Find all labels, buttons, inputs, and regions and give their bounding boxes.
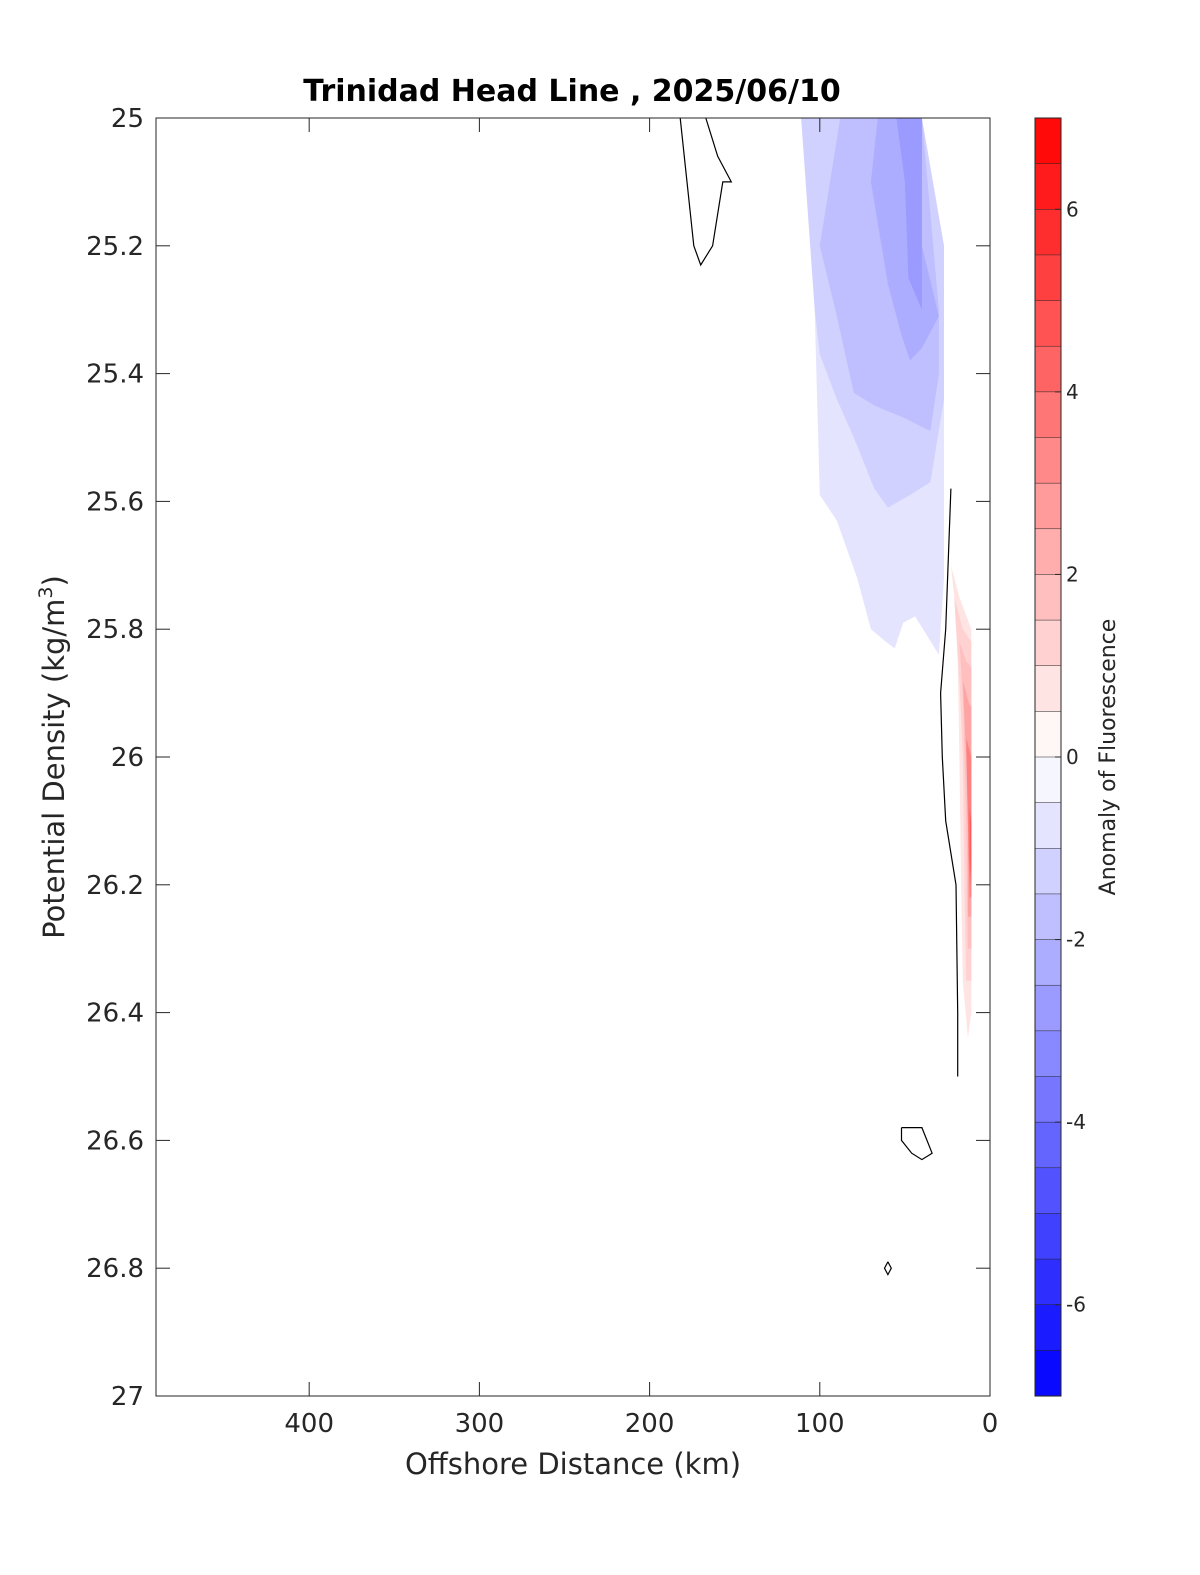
x-axis-label: Offshore Distance (km) [405,1447,741,1481]
filled-region-4 [896,118,922,310]
colorbar-block-0 [1034,117,1062,165]
colorbar-label: Anomaly of Fluorescence [1096,619,1121,896]
colorbar-tick-label: 6 [1066,197,1079,221]
colorbar-block-7 [1034,437,1062,484]
chart-title: Trinidad Head Line , 2025/06/10 [303,74,840,109]
y-tick-label: 25 [111,104,144,134]
y-tick-label: 25.6 [86,487,144,517]
y-tick-label: 25.4 [86,360,144,390]
y-axis-label-close: ) [37,575,71,586]
x-tick-label: 100 [795,1409,845,1439]
y-tick-label: 25.8 [86,615,144,645]
colorbar-block-18 [1034,939,1062,986]
colorbar-block-4 [1034,300,1062,347]
x-tick-label: 300 [455,1409,505,1439]
colorbar-block-11 [1034,619,1062,667]
y-tick-label: 26 [111,743,144,773]
colorbar-block-3 [1034,254,1062,302]
colorbar-block-17 [1034,893,1062,941]
colorbar-tick-label: 2 [1066,562,1079,586]
colorbar-block-14 [1034,756,1062,804]
contour-line-1 [939,488,959,1077]
contour-line-3 [883,1261,892,1276]
x-tick-label: 0 [982,1409,999,1439]
colorbar-block-9 [1034,528,1062,575]
colorbar-block-5 [1034,345,1062,393]
x-tick-labels: 400 300 200 100 0 [284,1409,998,1439]
y-tick-label: 25.2 [86,232,144,262]
colorbar-block-25 [1034,1258,1062,1306]
colorbar-block-21 [1034,1076,1062,1123]
y-tick-labels: 25 25.2 25.4 25.6 25.8 26 26.2 26.4 26.6 26.8 27 [86,104,144,1412]
filled-region-10 [969,808,972,885]
y-tick-label: 26.8 [86,1254,144,1284]
y-axis-label: Potential Density (kg/m3) [35,575,71,939]
colorbar-block-8 [1034,482,1062,530]
colorbar-block-19 [1034,984,1062,1032]
y-tick-label: 26.2 [86,871,144,901]
x-tick-label: 200 [625,1409,675,1439]
colorbar-block-6 [1034,391,1062,439]
colorbar-block-12 [1034,665,1062,712]
contour-line-0 [679,117,733,267]
colorbar: 6 4 2 0 -2 -4 -6 [1034,117,1086,1397]
contour-line-2 [900,1126,933,1161]
x-tick-label: 400 [284,1409,334,1439]
filled-contours [772,118,972,1039]
colorbar-block-22 [1034,1121,1062,1169]
colorbar-block-24 [1034,1213,1062,1260]
colorbar-tick-label: -6 [1066,1293,1086,1317]
y-tick-label: 27 [111,1382,144,1412]
contour-lines [679,117,959,1276]
colorbar-block-20 [1034,1030,1062,1078]
colorbar-ticks: 6 4 2 0 -2 -4 -6 [1055,197,1086,1317]
y-tick-label: 26.4 [86,999,144,1029]
colorbar-block-10 [1034,574,1062,621]
plot-area [155,117,991,1397]
colorbar-block-16 [1034,848,1062,895]
colorbar-block-15 [1034,802,1062,849]
colorbar-tick-label: 0 [1066,745,1079,769]
plot-frame [155,117,991,1397]
y-tick-label: 26.6 [86,1126,144,1156]
colorbar-block-2 [1034,209,1062,256]
colorbar-tick-label: -2 [1066,928,1086,952]
colorbar-frame [1034,117,1062,1397]
colorbar-block-26 [1034,1304,1062,1351]
colorbar-block-1 [1034,163,1062,210]
y-axis-label-superscript: 3 [35,586,57,598]
y-axis-label-main: Potential Density (kg/m [37,599,71,939]
colorbar-tick-label: -4 [1066,1110,1086,1134]
colorbar-tick-label: 4 [1066,380,1079,404]
colorbar-block-27 [1034,1350,1062,1397]
colorbar-block-13 [1034,711,1062,758]
colorbar-blocks [1034,117,1062,1397]
colorbar-block-23 [1034,1167,1062,1214]
